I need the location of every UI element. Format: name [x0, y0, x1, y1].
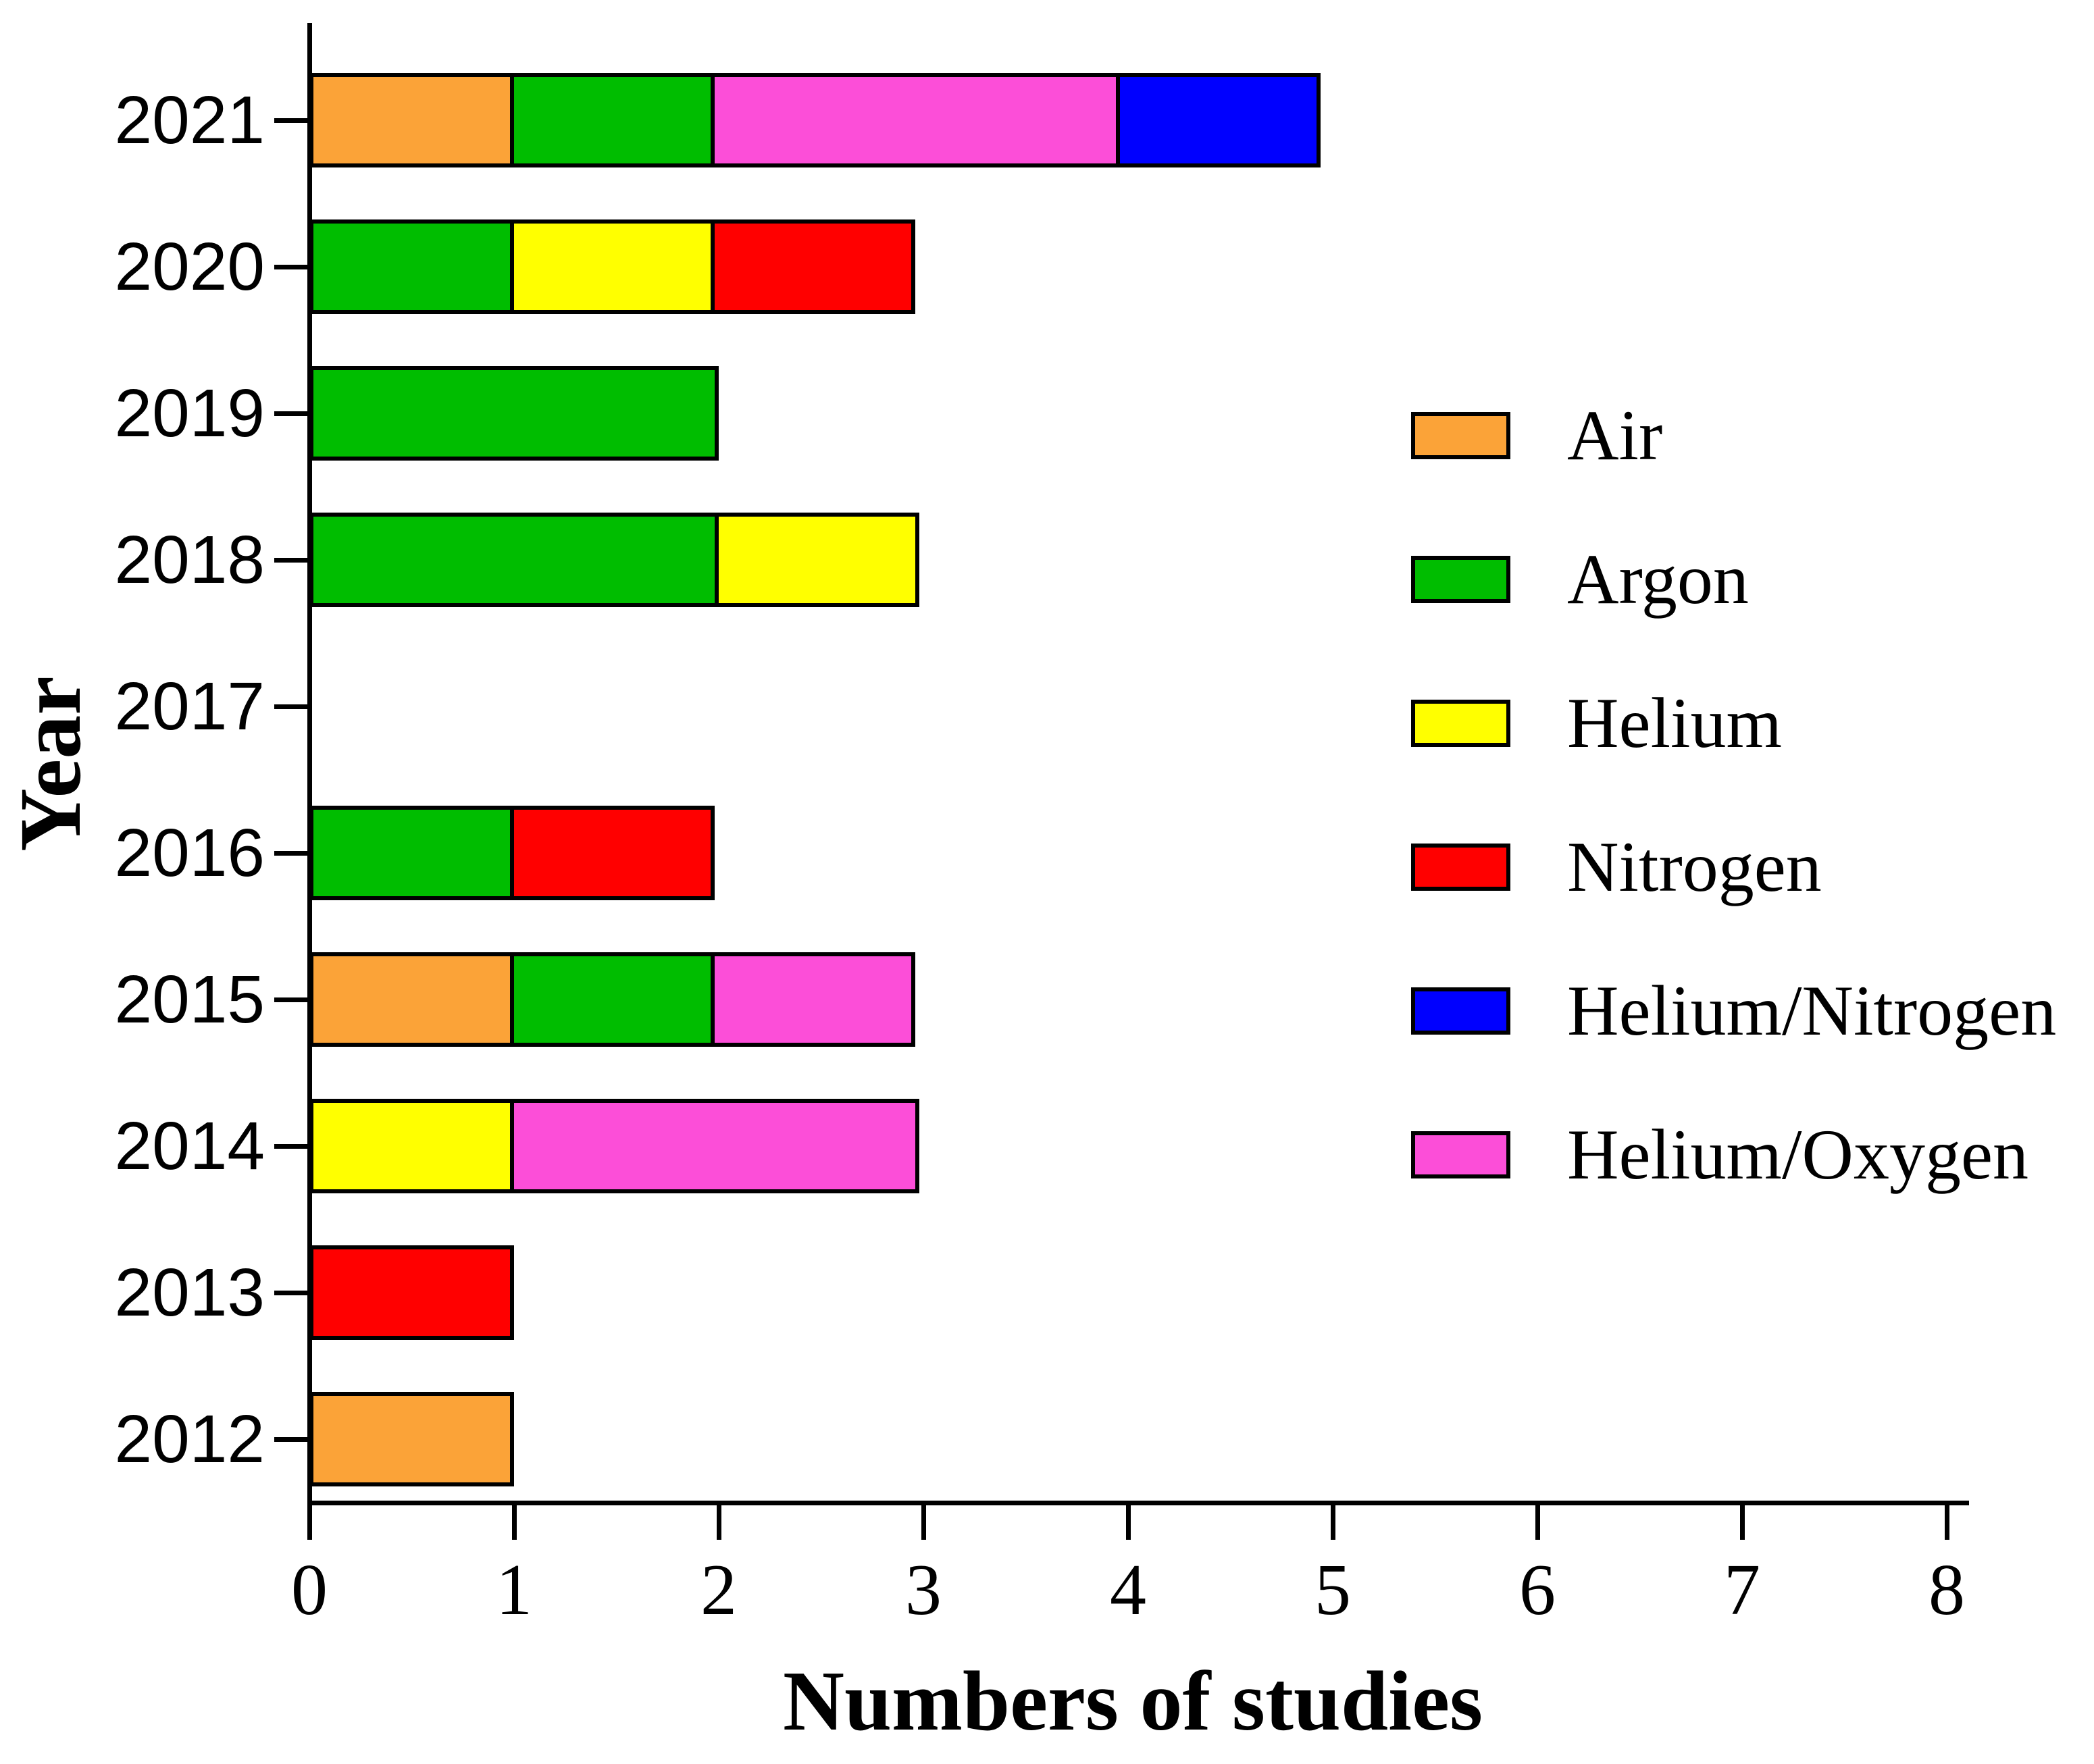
bar-segment — [510, 952, 715, 1047]
x-axis-line — [307, 1501, 1969, 1505]
legend-swatch — [1411, 987, 1510, 1035]
x-tick — [307, 1503, 312, 1540]
bar-row — [309, 806, 715, 900]
legend-swatch — [1411, 700, 1510, 747]
bar-segment — [711, 73, 1120, 167]
x-tick-label: 8 — [1929, 1550, 1965, 1630]
year-label: 2013 — [114, 1255, 265, 1330]
year-label: 2021 — [114, 82, 265, 158]
y-axis-title: Year — [2, 676, 99, 852]
year-label: 2012 — [114, 1401, 265, 1477]
bar-segment — [510, 73, 715, 167]
x-tick-label: 6 — [1519, 1550, 1556, 1630]
x-tick-label: 0 — [291, 1550, 328, 1630]
legend-label: Helium/Oxygen — [1567, 1115, 2028, 1194]
y-tick — [274, 265, 309, 269]
bar-row — [309, 1245, 514, 1340]
x-tick — [1740, 1503, 1745, 1540]
legend-label: Helium — [1567, 683, 1782, 762]
x-tick — [1126, 1503, 1131, 1540]
bar-segment — [510, 219, 715, 314]
bar-segment — [309, 366, 719, 461]
year-label: 2015 — [114, 962, 265, 1037]
y-tick — [274, 1437, 309, 1442]
x-tick-label: 4 — [1110, 1550, 1146, 1630]
bar-segment — [309, 1392, 514, 1486]
bar-segment — [711, 952, 915, 1047]
bar-segment — [715, 513, 919, 607]
legend-label: Helium/Nitrogen — [1567, 971, 2057, 1050]
year-label: 2020 — [114, 229, 265, 305]
legend-swatch — [1411, 556, 1510, 603]
bar-row — [309, 1392, 514, 1486]
bar-segment — [1116, 73, 1321, 167]
x-tick — [1535, 1503, 1540, 1540]
legend-label: Air — [1567, 396, 1663, 475]
x-tick — [921, 1503, 926, 1540]
x-axis-title: Numbers of studies — [782, 1655, 1483, 1748]
x-tick-label: 7 — [1724, 1550, 1760, 1630]
bar-segment — [309, 513, 719, 607]
x-tick — [1331, 1503, 1335, 1540]
y-tick — [274, 118, 309, 123]
legend-label: Nitrogen — [1567, 827, 1822, 906]
bar-row — [309, 366, 719, 461]
bar-row — [309, 1099, 919, 1193]
bar-segment — [309, 73, 514, 167]
y-tick — [274, 997, 309, 1002]
bar-row — [309, 219, 915, 314]
x-tick-label: 1 — [496, 1550, 532, 1630]
x-tick — [1945, 1503, 1949, 1540]
x-tick — [717, 1503, 721, 1540]
bar-segment — [510, 1099, 919, 1193]
y-tick — [274, 851, 309, 856]
year-label: 2014 — [114, 1108, 265, 1184]
x-tick-label: 5 — [1314, 1550, 1351, 1630]
legend-swatch — [1411, 844, 1510, 891]
bar-segment — [309, 952, 514, 1047]
year-label: 2018 — [114, 522, 265, 598]
legend-swatch — [1411, 1131, 1510, 1178]
bar-segment — [309, 806, 514, 900]
y-tick — [274, 558, 309, 563]
year-label: 2019 — [114, 375, 265, 451]
year-label: 2016 — [114, 815, 265, 891]
x-tick-label: 2 — [700, 1550, 737, 1630]
bar-segment — [510, 806, 715, 900]
bar-segment — [309, 1099, 514, 1193]
y-tick — [274, 704, 309, 709]
bar-segment — [309, 1245, 514, 1340]
legend-label: Argon — [1567, 540, 1749, 619]
bar-segment — [309, 219, 514, 314]
year-label: 2017 — [114, 669, 265, 744]
bar-row — [309, 73, 1321, 167]
y-tick — [274, 1291, 309, 1295]
bar-row — [309, 513, 919, 607]
bar-row — [309, 952, 915, 1047]
y-tick — [274, 1144, 309, 1149]
legend-swatch — [1411, 412, 1510, 459]
x-tick — [512, 1503, 517, 1540]
y-tick — [274, 411, 309, 416]
x-tick-label: 3 — [905, 1550, 942, 1630]
y-axis-line — [307, 23, 312, 1507]
bar-segment — [711, 219, 915, 314]
